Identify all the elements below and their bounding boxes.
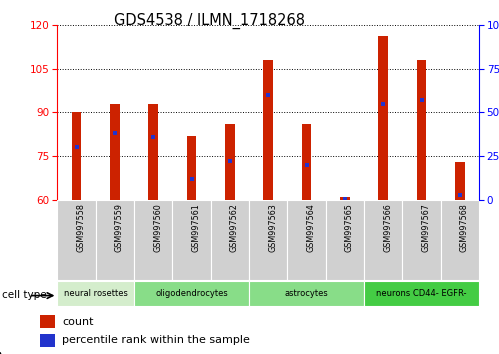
Bar — [148, 104, 158, 200]
Bar — [364, 281, 479, 306]
Bar — [96, 200, 134, 280]
Bar — [172, 200, 211, 280]
Bar — [378, 36, 388, 200]
Bar — [211, 200, 249, 280]
Bar — [134, 281, 249, 306]
Text: neural rosettes: neural rosettes — [64, 289, 128, 298]
Text: count: count — [62, 316, 93, 327]
Bar — [441, 200, 479, 280]
Bar — [340, 197, 350, 200]
Bar — [134, 200, 172, 280]
Bar — [402, 200, 441, 280]
Bar — [417, 60, 426, 200]
Bar — [225, 124, 235, 200]
Bar — [57, 281, 134, 306]
Text: oligodendrocytes: oligodendrocytes — [155, 289, 228, 298]
Text: GSM997559: GSM997559 — [115, 203, 124, 252]
Bar — [110, 104, 120, 200]
Text: GDS4538 / ILMN_1718268: GDS4538 / ILMN_1718268 — [114, 12, 305, 29]
Text: cell type: cell type — [2, 290, 47, 300]
Bar — [72, 113, 81, 200]
Text: GSM997562: GSM997562 — [230, 203, 239, 252]
Bar — [40, 315, 55, 328]
Bar — [187, 136, 196, 200]
Text: GSM997560: GSM997560 — [153, 203, 162, 252]
Bar — [287, 200, 326, 280]
Text: GSM997564: GSM997564 — [306, 203, 315, 252]
Bar — [249, 281, 364, 306]
Text: neurons CD44- EGFR-: neurons CD44- EGFR- — [376, 289, 467, 298]
Bar — [455, 162, 465, 200]
Bar — [302, 124, 311, 200]
Text: GSM997558: GSM997558 — [76, 203, 85, 252]
Text: GSM997567: GSM997567 — [422, 203, 431, 252]
Bar — [40, 334, 55, 347]
Text: GSM997561: GSM997561 — [192, 203, 201, 252]
Bar — [263, 60, 273, 200]
Bar — [57, 200, 96, 280]
Text: percentile rank within the sample: percentile rank within the sample — [62, 335, 250, 346]
Bar — [249, 200, 287, 280]
Text: GSM997568: GSM997568 — [460, 203, 469, 252]
Bar — [364, 200, 402, 280]
Text: GSM997565: GSM997565 — [345, 203, 354, 252]
Bar — [326, 200, 364, 280]
Text: astrocytes: astrocytes — [284, 289, 328, 298]
Text: GSM997563: GSM997563 — [268, 203, 277, 252]
Text: GSM997566: GSM997566 — [383, 203, 392, 252]
